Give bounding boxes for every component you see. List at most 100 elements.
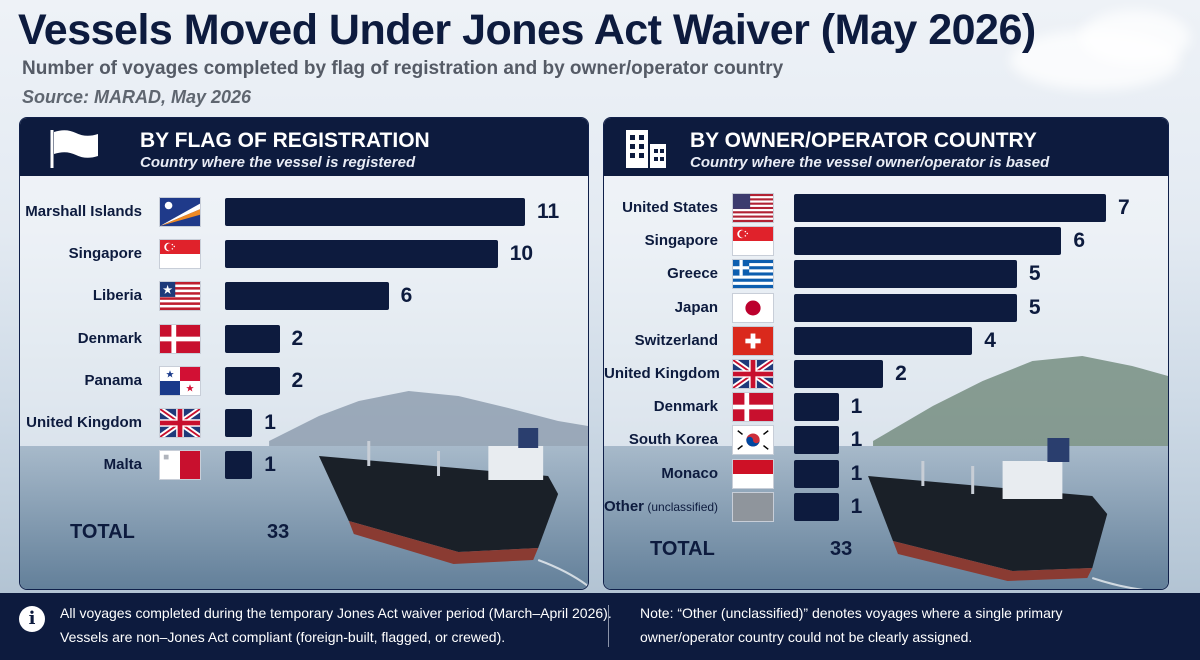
category-label: Greece <box>667 265 718 283</box>
building-icon <box>626 130 666 168</box>
bar <box>225 282 389 311</box>
liberia-flag-icon <box>159 281 201 312</box>
bar <box>794 194 1106 222</box>
footer-divider <box>608 605 609 647</box>
marshall-islands-flag-icon <box>159 197 201 227</box>
category-label: Singapore <box>644 232 718 250</box>
total-value: 33 <box>267 521 290 543</box>
category-label: South Korea <box>628 431 718 449</box>
category-label: Switzerland <box>634 331 718 349</box>
bar <box>794 492 839 521</box>
bar-value-label: 10 <box>509 242 534 266</box>
bar-row: United States 7 <box>604 193 1168 223</box>
bar-value-label: 1 <box>264 453 276 477</box>
united-kingdom-flag-icon <box>159 408 201 438</box>
bar <box>794 360 884 388</box>
flag-icon <box>50 130 98 168</box>
panel-header: BY FLAG OF REGISTRATION Country where th… <box>20 118 588 176</box>
footnote-left-line-1: All voyages completed during the tempora… <box>60 605 612 621</box>
bar-value-label: 1 <box>850 428 863 452</box>
bar-value-label: 4 <box>984 328 996 352</box>
category-label: Singapore <box>68 245 142 263</box>
panel-subtitle: Country where the vessel owner/operator … <box>690 154 1050 171</box>
bar-value-label: 5 <box>1028 295 1041 319</box>
category-note: (unclassified) <box>644 499 719 514</box>
monaco-flag-icon <box>732 458 774 489</box>
bar-row: South Korea 1 <box>604 425 1168 456</box>
bar <box>225 240 498 269</box>
bar-row: Liberia 6 <box>20 281 588 312</box>
category-label: Panama <box>84 371 142 389</box>
page-title: Vessels Moved Under Jones Act Waiver (Ma… <box>18 6 1036 54</box>
singapore-flag-icon <box>159 239 201 270</box>
bar <box>794 426 839 455</box>
bar <box>225 198 525 226</box>
singapore-flag-icon <box>732 226 774 257</box>
bar-value-label: 6 <box>400 284 413 308</box>
category-label: Marshall Islands <box>25 203 142 220</box>
bar <box>225 451 253 480</box>
bar-value-label: 11 <box>537 200 560 223</box>
total-value: 33 <box>830 538 853 560</box>
bar-value-label: 2 <box>291 368 304 392</box>
panel-subtitle: Country where the vessel is registered <box>140 154 416 171</box>
japan-flag-icon <box>732 292 774 323</box>
source-note: Source: MARAD, May 2026 <box>22 87 252 107</box>
united-states-flag-icon <box>732 193 774 223</box>
bar-value-label: 5 <box>1028 262 1041 286</box>
page-subtitle: Number of voyages completed by flag of r… <box>22 58 784 79</box>
total-label: TOTAL <box>70 521 135 543</box>
footnote-right-line-2: owner/operator country could not be clea… <box>640 629 973 645</box>
panama-flag-icon <box>159 365 201 396</box>
category-label: Denmark <box>653 398 718 416</box>
category-label: Monaco <box>661 464 718 482</box>
bar-row: Singapore 6 <box>604 226 1168 257</box>
footnote-right-line-1: Note: “Other (unclassified)” denotes voy… <box>640 605 1063 621</box>
category-label: United Kingdom <box>604 365 720 382</box>
owner-country-panel: BY OWNER/OPERATOR COUNTRY Country where … <box>603 117 1169 590</box>
bar <box>794 260 1017 289</box>
bar-value-label: 1 <box>264 411 276 434</box>
info-icon: i <box>19 606 45 632</box>
grey-flag-icon <box>732 491 774 522</box>
bar-value-label: 7 <box>1118 196 1130 219</box>
bar-row: United Kingdom 2 <box>604 359 1168 389</box>
category-label: Denmark <box>77 329 142 347</box>
bar-row: Other (unclassified) 1 <box>604 491 1168 522</box>
panel-header: BY OWNER/OPERATOR COUNTRY Country where … <box>604 118 1168 176</box>
category-label: United Kingdom <box>26 414 142 431</box>
bar-value-label: 1 <box>850 461 863 485</box>
bar-value-label: 1 <box>850 494 863 518</box>
bar-row: Denmark 1 <box>604 392 1168 423</box>
malta-flag-icon <box>159 450 201 481</box>
bar-row: Malta 1 <box>20 450 588 481</box>
flag-registration-panel: BY FLAG OF REGISTRATION Country where th… <box>19 117 589 590</box>
bar <box>225 366 280 395</box>
bar-value-label: 6 <box>1073 229 1086 253</box>
bar <box>225 324 280 353</box>
bar-row: Switzerland 4 <box>604 325 1168 356</box>
category-label: Malta <box>103 456 142 474</box>
denmark-flag-icon <box>732 392 774 423</box>
switzerland-flag-icon <box>732 325 774 356</box>
bar-row: Monaco 1 <box>604 458 1168 489</box>
south-korea-flag-icon <box>732 425 774 456</box>
bar-row: Marshall Islands 11 <box>20 197 588 227</box>
greece-flag-icon <box>732 259 774 290</box>
bar <box>794 227 1062 256</box>
denmark-flag-icon <box>159 323 201 354</box>
bar-value-label: 2 <box>895 362 907 385</box>
category-label: United States <box>622 199 718 216</box>
bar <box>794 293 1017 322</box>
bar-row: United Kingdom 1 <box>20 408 588 438</box>
panel-title: BY OWNER/OPERATOR COUNTRY <box>690 129 1037 152</box>
bar-row: Denmark 2 <box>20 323 588 354</box>
bar-value-label: 1 <box>850 395 863 419</box>
bar <box>794 393 839 422</box>
category-label: Other (unclassified) <box>604 497 719 515</box>
bar <box>225 409 253 437</box>
category-label: Liberia <box>92 287 142 305</box>
bar <box>794 326 973 355</box>
category-label: Japan <box>674 298 718 316</box>
bar-row: Panama 2 <box>20 365 588 396</box>
